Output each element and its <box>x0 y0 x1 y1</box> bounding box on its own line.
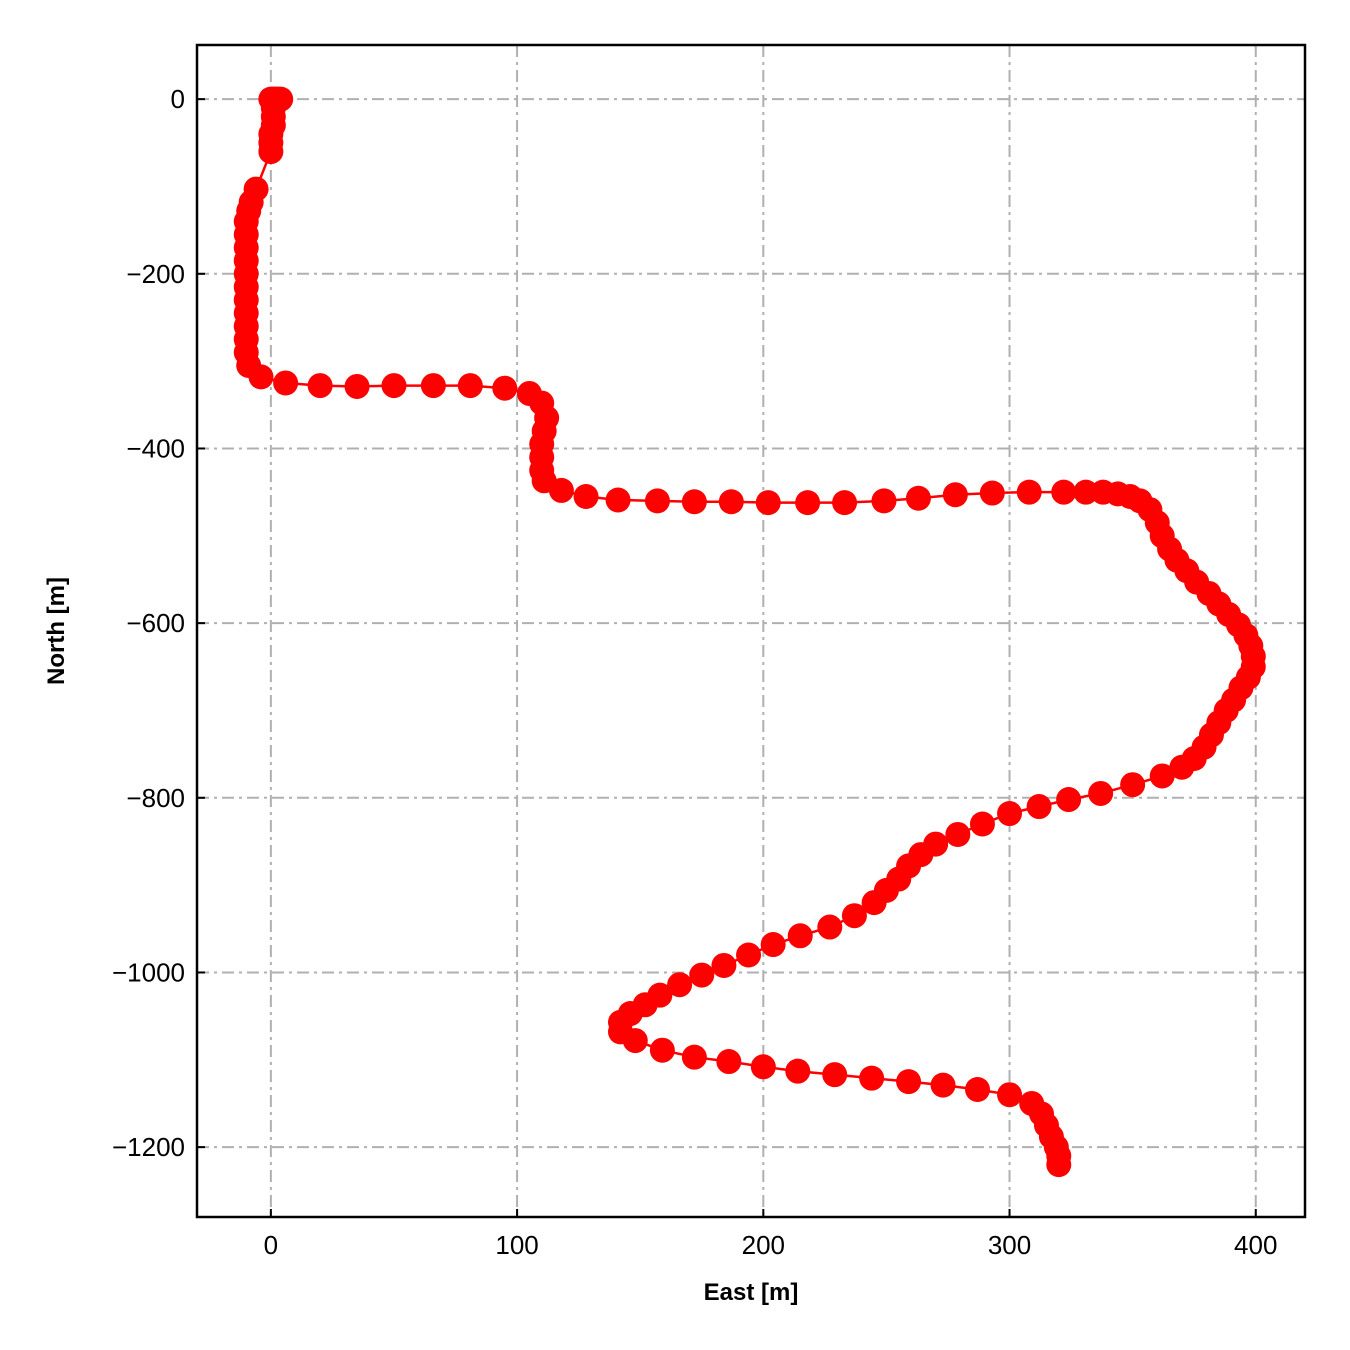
data-point <box>736 942 762 968</box>
x-tick-label: 0 <box>264 1230 278 1260</box>
data-point <box>787 923 813 949</box>
data-point <box>755 490 781 516</box>
data-point <box>1073 479 1099 505</box>
data-point <box>965 1076 991 1102</box>
data-point <box>457 373 483 399</box>
data-point <box>750 1054 776 1080</box>
data-point <box>1149 763 1175 789</box>
data-point <box>420 373 446 399</box>
data-point <box>605 487 631 513</box>
data-point <box>622 1028 648 1054</box>
y-tick-label: −1200 <box>112 1132 185 1162</box>
y-tick-label: −1000 <box>112 957 185 987</box>
data-point <box>905 485 931 511</box>
data-point <box>492 375 518 401</box>
axis-ticks: 0 100 200 300 400 0 −200 −400 −600 −800 −1000 −1200 <box>112 84 1277 1260</box>
data-point <box>548 477 574 503</box>
data-point <box>258 139 284 165</box>
data-point <box>1088 780 1114 806</box>
y-tick-label: −600 <box>126 608 185 638</box>
data-point <box>1046 1152 1072 1178</box>
data-point <box>681 489 707 515</box>
data-point <box>273 370 299 396</box>
data-point <box>644 488 670 514</box>
data-point <box>930 1072 956 1098</box>
data-point <box>681 1044 707 1070</box>
data-point <box>248 364 274 390</box>
data-point <box>344 373 370 399</box>
x-tick-label: 400 <box>1234 1230 1277 1260</box>
y-axis-label: North [m] <box>43 577 70 685</box>
data-point <box>1016 479 1042 505</box>
data-point <box>1056 787 1082 813</box>
x-tick-label: 300 <box>988 1230 1031 1260</box>
y-tick-label: −200 <box>126 259 185 289</box>
data-point <box>795 490 821 516</box>
data-point <box>1169 754 1195 780</box>
data-point <box>649 1037 675 1063</box>
x-axis-label: East [m] <box>704 1279 799 1306</box>
grid-lines <box>197 45 1305 1217</box>
data-point <box>896 1069 922 1095</box>
data-point <box>689 962 715 988</box>
data-point <box>841 903 867 929</box>
data-point <box>573 484 599 510</box>
x-tick-label: 100 <box>495 1230 538 1260</box>
data-point <box>760 932 786 958</box>
data-point <box>945 821 971 847</box>
data-point <box>822 1062 848 1088</box>
data-point <box>942 482 968 508</box>
data-point <box>997 1082 1023 1108</box>
data-point <box>969 811 995 837</box>
plot-frame <box>195 43 1307 1219</box>
data-point <box>979 480 1005 506</box>
trajectory-line <box>244 97 1255 1165</box>
y-tick-label: −400 <box>126 433 185 463</box>
data-point <box>1051 479 1077 505</box>
data-point <box>1026 794 1052 820</box>
data-point <box>832 490 858 516</box>
data-point <box>817 914 843 940</box>
data-point <box>716 1049 742 1075</box>
data-point <box>859 1065 885 1091</box>
data-point <box>861 890 887 916</box>
data-point <box>718 489 744 515</box>
plot-series <box>233 86 1266 1178</box>
data-point <box>667 972 693 998</box>
data-point <box>1120 772 1146 798</box>
data-point <box>997 801 1023 827</box>
y-tick-label: 0 <box>171 84 185 114</box>
data-point <box>711 952 737 978</box>
data-point <box>381 373 407 399</box>
data-point <box>307 373 333 399</box>
y-tick-label: −800 <box>126 783 185 813</box>
data-point <box>785 1058 811 1084</box>
data-point <box>871 488 897 514</box>
x-tick-label: 200 <box>742 1230 785 1260</box>
